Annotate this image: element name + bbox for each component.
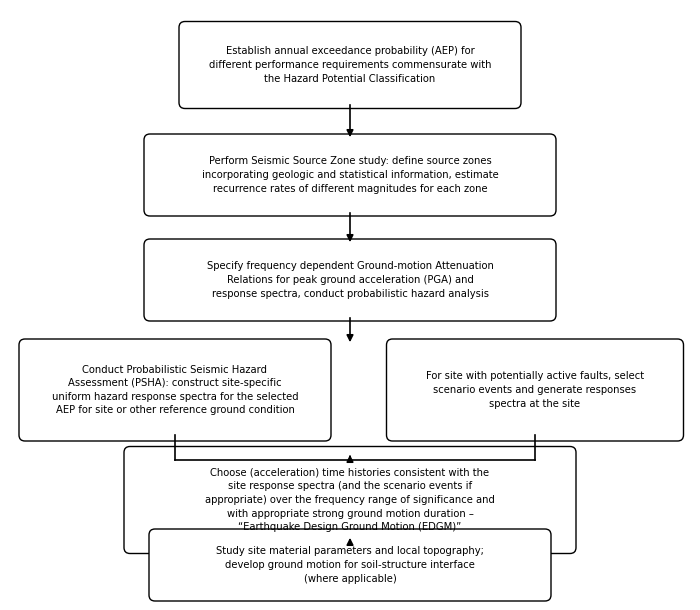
Text: Choose (acceleration) time histories consistent with the
site response spectra (: Choose (acceleration) time histories con… [205, 468, 495, 532]
FancyBboxPatch shape [386, 339, 683, 441]
Text: Perform Seismic Source Zone study: define source zones
incorporating geologic an: Perform Seismic Source Zone study: defin… [202, 156, 498, 193]
FancyBboxPatch shape [179, 21, 521, 109]
FancyBboxPatch shape [144, 239, 556, 321]
Text: For site with potentially active faults, select
scenario events and generate res: For site with potentially active faults,… [426, 371, 644, 409]
FancyBboxPatch shape [144, 134, 556, 216]
FancyBboxPatch shape [124, 447, 576, 553]
FancyBboxPatch shape [19, 339, 331, 441]
Text: Establish annual exceedance probability (AEP) for
different performance requirem: Establish annual exceedance probability … [209, 46, 491, 84]
FancyBboxPatch shape [149, 529, 551, 601]
Text: Conduct Probabilistic Seismic Hazard
Assessment (PSHA): construct site-specific
: Conduct Probabilistic Seismic Hazard Ass… [52, 365, 298, 415]
Text: Specify frequency dependent Ground-motion Attenuation
Relations for peak ground : Specify frequency dependent Ground-motio… [206, 262, 494, 299]
Text: Study site material parameters and local topography;
develop ground motion for s: Study site material parameters and local… [216, 547, 484, 584]
